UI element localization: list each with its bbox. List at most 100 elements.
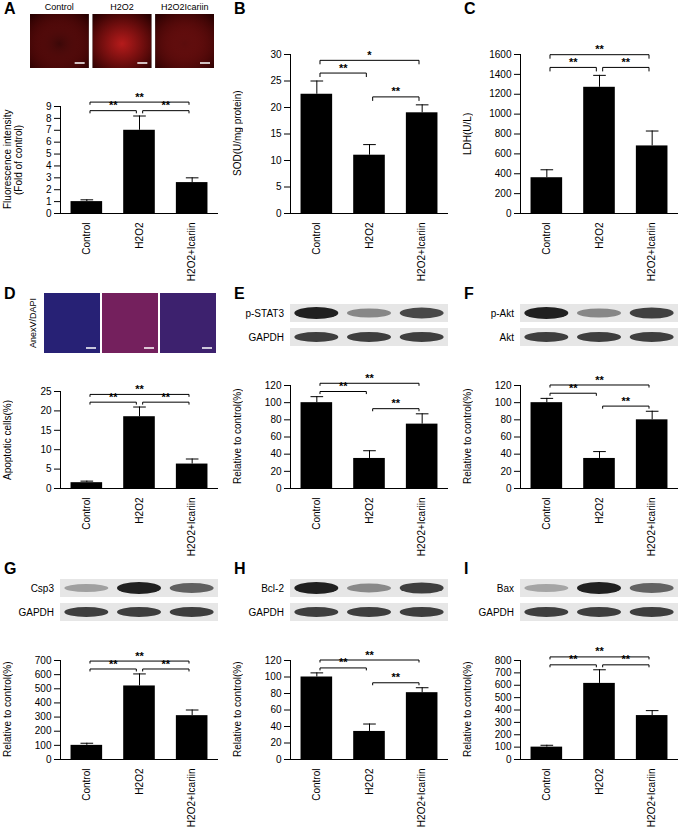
svg-text:GAPDH: GAPDH (18, 607, 54, 618)
svg-text:5: 5 (46, 463, 52, 474)
svg-text:GAPDH: GAPDH (478, 607, 514, 618)
svg-text:400: 400 (35, 697, 52, 708)
svg-text:8: 8 (46, 113, 52, 124)
svg-text:Control: Control (311, 223, 322, 255)
svg-text:H2O2+Icariin: H2O2+Icariin (186, 223, 197, 282)
svg-text:1600: 1600 (489, 49, 512, 60)
svg-text:3: 3 (46, 172, 52, 183)
svg-text:0: 0 (506, 754, 512, 765)
svg-text:Control: Control (311, 498, 322, 530)
svg-text:**: ** (135, 650, 144, 662)
svg-text:**: ** (392, 85, 401, 97)
svg-text:**: ** (339, 62, 348, 74)
svg-text:0: 0 (46, 754, 52, 765)
svg-text:H2O2+Icariin: H2O2+Icariin (186, 498, 197, 557)
svg-text:**: ** (365, 649, 374, 661)
svg-text:9: 9 (46, 101, 52, 112)
svg-text:H2O2Icariin: H2O2Icariin (161, 2, 209, 12)
svg-text:600: 600 (495, 148, 512, 159)
svg-text:60: 60 (500, 431, 512, 442)
svg-text:300: 300 (35, 711, 52, 722)
svg-text:H2O2+Icariin: H2O2+Icariin (416, 769, 427, 828)
svg-text:5: 5 (276, 181, 282, 192)
svg-text:0: 0 (276, 208, 282, 219)
svg-text:Control: Control (541, 769, 552, 801)
svg-text:1400: 1400 (489, 69, 512, 80)
svg-text:1000: 1000 (489, 108, 512, 119)
svg-text:Bcl-2: Bcl-2 (261, 583, 284, 594)
svg-text:1200: 1200 (489, 88, 512, 99)
svg-text:15: 15 (40, 425, 52, 436)
svg-text:**: ** (595, 374, 604, 386)
svg-text:**: ** (339, 380, 348, 392)
svg-text:Akt: Akt (500, 332, 515, 343)
svg-text:**: ** (162, 99, 171, 111)
svg-text:600: 600 (495, 679, 512, 690)
svg-text:**: ** (162, 658, 171, 670)
svg-text:0: 0 (46, 483, 52, 494)
svg-text:H2O2: H2O2 (364, 497, 375, 524)
svg-text:**: ** (569, 382, 578, 394)
svg-text:10: 10 (40, 444, 52, 455)
svg-text:7: 7 (46, 124, 52, 135)
svg-text:H2O2: H2O2 (364, 222, 375, 249)
svg-text:20: 20 (270, 102, 282, 113)
svg-text:**: ** (162, 391, 171, 403)
svg-text:**: ** (135, 91, 144, 103)
svg-text:GAPDH: GAPDH (248, 607, 284, 618)
svg-text:40: 40 (500, 448, 512, 459)
svg-text:0: 0 (506, 483, 512, 494)
svg-text:**: ** (595, 43, 604, 55)
svg-text:80: 80 (270, 688, 282, 699)
svg-text:**: ** (392, 397, 401, 409)
svg-text:80: 80 (500, 414, 512, 425)
svg-text:**: ** (569, 653, 578, 665)
svg-text:Control: Control (81, 223, 92, 255)
svg-text:H2O2+Icariin: H2O2+Icariin (646, 498, 657, 557)
svg-text:100: 100 (265, 671, 282, 682)
svg-text:**: ** (339, 656, 348, 668)
svg-text:H2O2: H2O2 (134, 768, 145, 795)
svg-text:120: 120 (265, 380, 282, 391)
svg-text:60: 60 (270, 704, 282, 715)
svg-text:Control: Control (541, 223, 552, 255)
svg-text:**: ** (569, 56, 578, 68)
svg-text:H2O2+Icariin: H2O2+Icariin (416, 223, 427, 282)
svg-text:800: 800 (495, 128, 512, 139)
svg-text:200: 200 (495, 729, 512, 740)
svg-text:Control: Control (81, 498, 92, 530)
svg-text:**: ** (622, 56, 631, 68)
svg-text:15: 15 (270, 128, 282, 139)
svg-text:25: 25 (270, 75, 282, 86)
svg-text:100: 100 (265, 397, 282, 408)
svg-text:**: ** (135, 383, 144, 395)
svg-text:40: 40 (270, 721, 282, 732)
svg-text:800: 800 (495, 655, 512, 666)
svg-text:p-Akt: p-Akt (491, 308, 515, 319)
svg-text:**: ** (595, 645, 604, 657)
svg-text:400: 400 (495, 168, 512, 179)
svg-text:400: 400 (495, 704, 512, 715)
svg-text:120: 120 (265, 655, 282, 666)
svg-text:6: 6 (46, 136, 52, 147)
svg-text:H2O2+Icariin: H2O2+Icariin (646, 769, 657, 828)
svg-text:500: 500 (495, 692, 512, 703)
svg-text:60: 60 (270, 431, 282, 442)
svg-text:0: 0 (46, 208, 52, 219)
svg-text:**: ** (109, 391, 118, 403)
svg-text:H2O2: H2O2 (594, 768, 605, 795)
svg-text:AnexV/DAPI: AnexV/DAPI (28, 298, 38, 348)
svg-text:30: 30 (270, 49, 282, 60)
svg-text:5: 5 (46, 148, 52, 159)
svg-text:*: * (367, 49, 372, 61)
svg-text:700: 700 (35, 655, 52, 666)
svg-text:20: 20 (270, 466, 282, 477)
svg-text:700: 700 (495, 667, 512, 678)
svg-text:120: 120 (495, 380, 512, 391)
svg-text:H2O2: H2O2 (134, 222, 145, 249)
svg-text:Control: Control (45, 2, 74, 12)
svg-text:600: 600 (35, 669, 52, 680)
svg-text:100: 100 (495, 741, 512, 752)
svg-text:H2O2+Icariin: H2O2+Icariin (416, 498, 427, 557)
svg-text:10: 10 (270, 155, 282, 166)
